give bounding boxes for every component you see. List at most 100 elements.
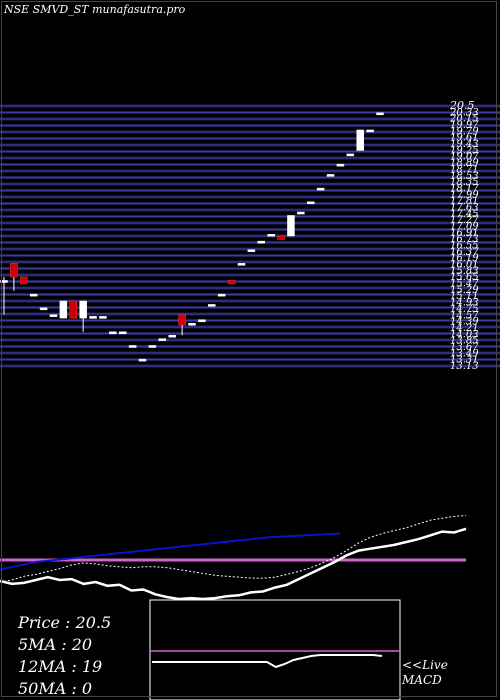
- price-axis-label: 19.79: [450, 126, 479, 137]
- price-axis-label: 13.13: [450, 361, 479, 372]
- price-axis-label: 16.37: [450, 247, 479, 258]
- price-axis-label: 16.01: [450, 260, 479, 271]
- candle-bull: [356, 129, 364, 151]
- price-axis-label: 15.29: [450, 285, 479, 296]
- price-axis-label: 13.49: [450, 348, 479, 359]
- candle-bull: [128, 345, 137, 348]
- price-axis-label: 20.5: [449, 99, 475, 112]
- watermark-text: NSE SMVD_ST munafasutra.pro: [4, 3, 186, 16]
- price-axis-label: 19.25: [450, 145, 479, 156]
- price-axis-label: 15.47: [450, 279, 479, 290]
- candle-bull: [208, 304, 216, 307]
- price-axis-label: 18.53: [450, 171, 479, 182]
- price-line: [0, 527, 467, 601]
- candle-bull: [29, 293, 38, 297]
- price-axis-label: 17.63: [450, 202, 479, 213]
- macd-line: [152, 654, 383, 669]
- macd-tag-live: <<Live: [402, 658, 448, 672]
- price-axis-label: 20.33: [449, 107, 479, 118]
- candle-bull: [336, 163, 345, 167]
- price-axis-label: 14.21: [450, 323, 479, 334]
- candle-bull: [287, 215, 295, 237]
- candle-bull: [109, 331, 117, 335]
- price-axis-label: 18.35: [450, 177, 479, 188]
- candle-bull: [39, 307, 48, 311]
- stats-box: Price : 20.5 5MA : 20 12MA : 19 50MA : 0: [18, 612, 148, 700]
- price-axis-label: 20.15: [449, 114, 479, 125]
- candle-bull: [158, 338, 167, 341]
- candle-bull: [376, 112, 384, 116]
- candle-bull: [99, 316, 107, 319]
- candle-bull: [316, 187, 325, 191]
- candle-bull: [346, 153, 355, 157]
- candle-bull: [198, 319, 206, 323]
- price-axis-label: 18.17: [450, 183, 479, 194]
- price-axis-label: 17.27: [450, 215, 479, 226]
- candlestick-series: [0, 112, 384, 362]
- candle-bear: [20, 276, 28, 285]
- price-axis-label: 14.93: [450, 298, 479, 309]
- macd-box: [149, 599, 401, 700]
- price-axis-label: 15.83: [450, 266, 479, 277]
- price-axis-label: 16.73: [450, 234, 479, 245]
- candle-bull: [49, 314, 58, 317]
- candle-bull: [366, 129, 374, 133]
- macd-panel: [149, 599, 401, 700]
- candle-bear: [69, 300, 78, 319]
- candle-bull: [138, 358, 147, 362]
- candle-bull: [257, 240, 266, 244]
- candle-bull: [0, 280, 8, 283]
- ma12-stat: 12MA : 19: [18, 657, 103, 676]
- price-axis-label: 15.65: [450, 272, 479, 283]
- candle-bull: [326, 174, 335, 177]
- price-axis-label: 18.89: [450, 158, 479, 169]
- candle-bear: [277, 235, 285, 240]
- candle-bull: [267, 234, 275, 237]
- price-axis-label: 17.09: [450, 221, 479, 232]
- price-axis-label: 13.31: [450, 355, 479, 366]
- candle-bull: [118, 331, 127, 335]
- price-axis-label: 19.61: [450, 133, 479, 144]
- price-axis-label: 14.39: [450, 317, 479, 328]
- candle-bear: [227, 280, 236, 285]
- candle-bear: [10, 263, 18, 278]
- candle-bull: [168, 334, 176, 338]
- price-axis: 20.520.3320.1519.9719.7919.6119.4319.251…: [449, 99, 479, 372]
- price-axis-label: 15.11: [450, 291, 479, 302]
- price-axis-label: 14.03: [450, 329, 479, 340]
- price-axis-label: 19.97: [450, 120, 479, 131]
- price-grid: [0, 104, 500, 368]
- price-axis-label: 13.85: [450, 336, 479, 347]
- price-axis-label: 17.81: [450, 196, 479, 207]
- candle-bear: [178, 314, 186, 326]
- price-axis-label: 19.43: [450, 139, 479, 150]
- macd-tag-label: MACD: [402, 673, 442, 687]
- price-stat: Price : 20.5: [18, 613, 112, 632]
- price-axis-label: 14.57: [450, 310, 479, 321]
- price-axis-label: 16.19: [450, 253, 479, 264]
- ma50-stat: 50MA : 0: [18, 679, 93, 698]
- price-axis-label: 16.91: [450, 228, 479, 239]
- candle-bull: [217, 293, 226, 297]
- price-axis-label: 17.45: [450, 209, 479, 220]
- price-axis-label: 16.55: [450, 241, 479, 252]
- price-axis-label: 17.99: [450, 190, 479, 201]
- candle-bull: [297, 211, 305, 215]
- price-axis-label: 19.07: [450, 152, 479, 163]
- candle-bull: [237, 263, 246, 266]
- candle-bull: [79, 300, 87, 319]
- price-axis-label: 18.71: [450, 164, 479, 175]
- candle-bull: [148, 345, 157, 348]
- candle-bull: [59, 300, 68, 319]
- price-axis-label: 13.67: [450, 342, 479, 353]
- candle-bull: [89, 316, 97, 319]
- candle-bull: [306, 201, 315, 205]
- ma5-stat: 5MA : 20: [18, 635, 93, 654]
- long-ma-line: [0, 515, 467, 583]
- macd-tag: <<Live MACD: [402, 658, 448, 688]
- candle-bull: [247, 249, 256, 252]
- moving-average-panel: [0, 515, 467, 601]
- price-axis-label: 14.75: [450, 304, 479, 315]
- short-ma-line: [0, 532, 341, 571]
